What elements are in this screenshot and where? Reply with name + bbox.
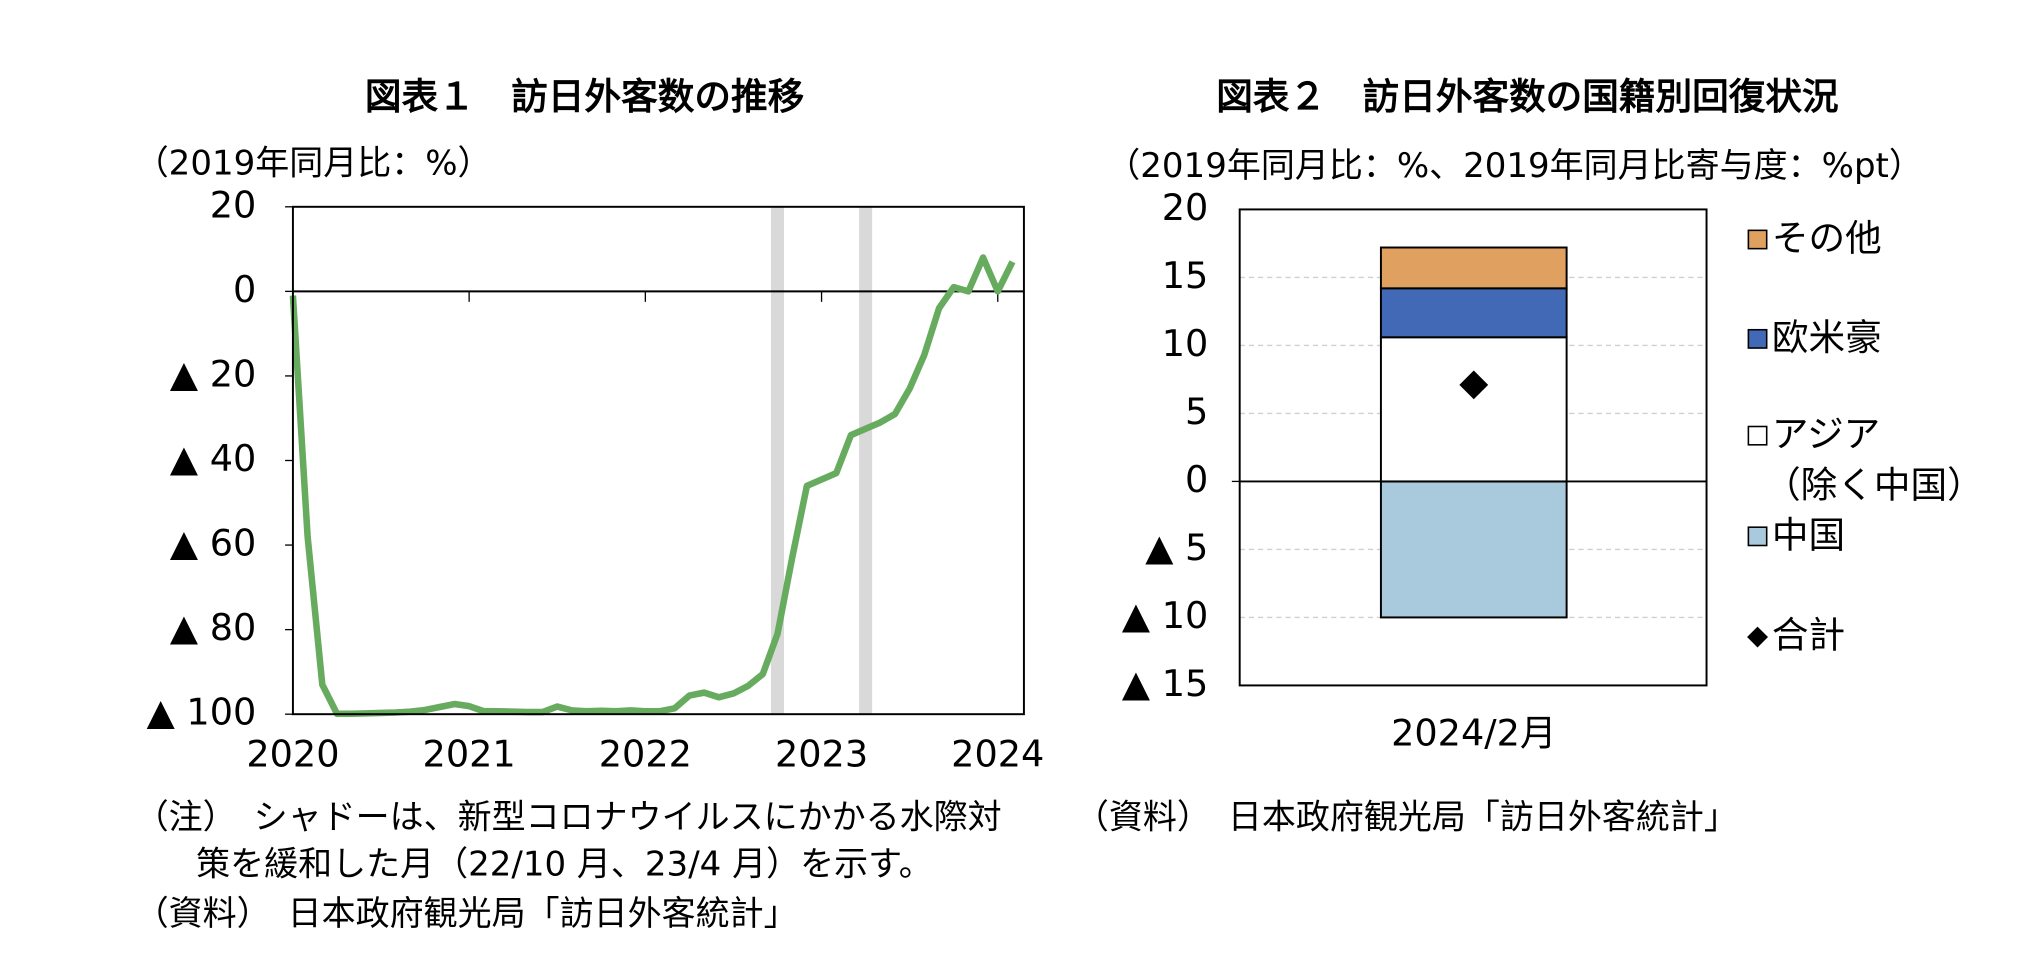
total-marker <box>1459 370 1489 400</box>
y-tick-label: ▲ 100 <box>147 691 257 734</box>
note: 策を緩和した月（22/10 月、23/4 月）を示す。 <box>196 844 933 884</box>
legend-line: その他 <box>1772 216 1882 259</box>
bar-segment <box>1379 246 1568 290</box>
y-tick-label: ▲ 60 <box>170 522 256 565</box>
source: （資料） 日本政府観光局「訪日外客統計」 <box>135 894 798 934</box>
legend-swatch <box>1747 229 1768 250</box>
plot-frame <box>291 205 1025 716</box>
data-line <box>289 254 1016 718</box>
bar-segment <box>1379 336 1568 483</box>
legend-line: 中国 <box>1772 513 1845 556</box>
shade <box>770 206 785 715</box>
y-tick-label: 20 <box>1162 186 1209 229</box>
y-tick-label: 15 <box>1162 254 1209 297</box>
y-tick-label: 20 <box>210 183 257 226</box>
bar-segment <box>1379 480 1568 619</box>
y-tick-label: ▲ 10 <box>1122 594 1208 637</box>
legend-swatch <box>1747 425 1768 446</box>
unit-label: （2019年同月比：%、2019年同月比寄与度：%pt） <box>1106 146 1923 186</box>
y-tick-label: ▲ 5 <box>1145 526 1208 569</box>
bar-segment <box>1379 287 1568 339</box>
note: （注） シャドーは、新型コロナウイルスにかかる水際対 <box>135 797 1002 837</box>
y-tick-label: 0 <box>233 268 256 311</box>
y-tick-label: ▲ 80 <box>170 606 256 649</box>
legend-label: 欧米豪 <box>1772 315 1882 358</box>
y-tick-label: 10 <box>1162 322 1209 365</box>
y-tick-label: ▲ 15 <box>1122 662 1208 705</box>
legend-label: 合計 <box>1772 614 1845 657</box>
legend-swatch <box>1747 626 1768 648</box>
y-tick-label: 0 <box>1185 458 1208 501</box>
plot-frame <box>1238 208 1708 687</box>
shade <box>859 206 873 715</box>
source: （資料） 日本政府観光局「訪日外客統計」 <box>1075 797 1738 837</box>
legend-label: その他 <box>1772 216 1882 259</box>
y-tick-label: ▲ 40 <box>170 437 256 480</box>
legend-line: アジア <box>1772 412 1880 455</box>
x-tick-label: 2024 <box>951 733 1044 776</box>
legend-swatch <box>1747 526 1768 547</box>
legend-line: 欧米豪 <box>1772 315 1882 358</box>
x-tick-label: 2021 <box>423 733 516 776</box>
chart-title: 図表１ 訪日外客数の推移 <box>365 75 804 118</box>
chart-title: 図表２ 訪日外客数の国籍別回復状況 <box>1216 75 1838 118</box>
legend-line: （除く中国） <box>1764 463 1984 506</box>
x-tick-label: 2024/2月 <box>1391 712 1556 755</box>
unit-label: （2019年同月比：%） <box>135 143 492 183</box>
legend-swatch <box>1747 328 1768 349</box>
legend-label: アジア （除く中国） <box>1764 412 1984 506</box>
x-tick-label: 2022 <box>599 733 692 776</box>
y-tick-label: 5 <box>1185 390 1208 433</box>
y-tick-label: ▲ 20 <box>170 352 256 395</box>
x-tick-label: 2020 <box>246 733 339 776</box>
x-tick-label: 2023 <box>775 733 868 776</box>
legend-label: 中国 <box>1772 513 1845 556</box>
